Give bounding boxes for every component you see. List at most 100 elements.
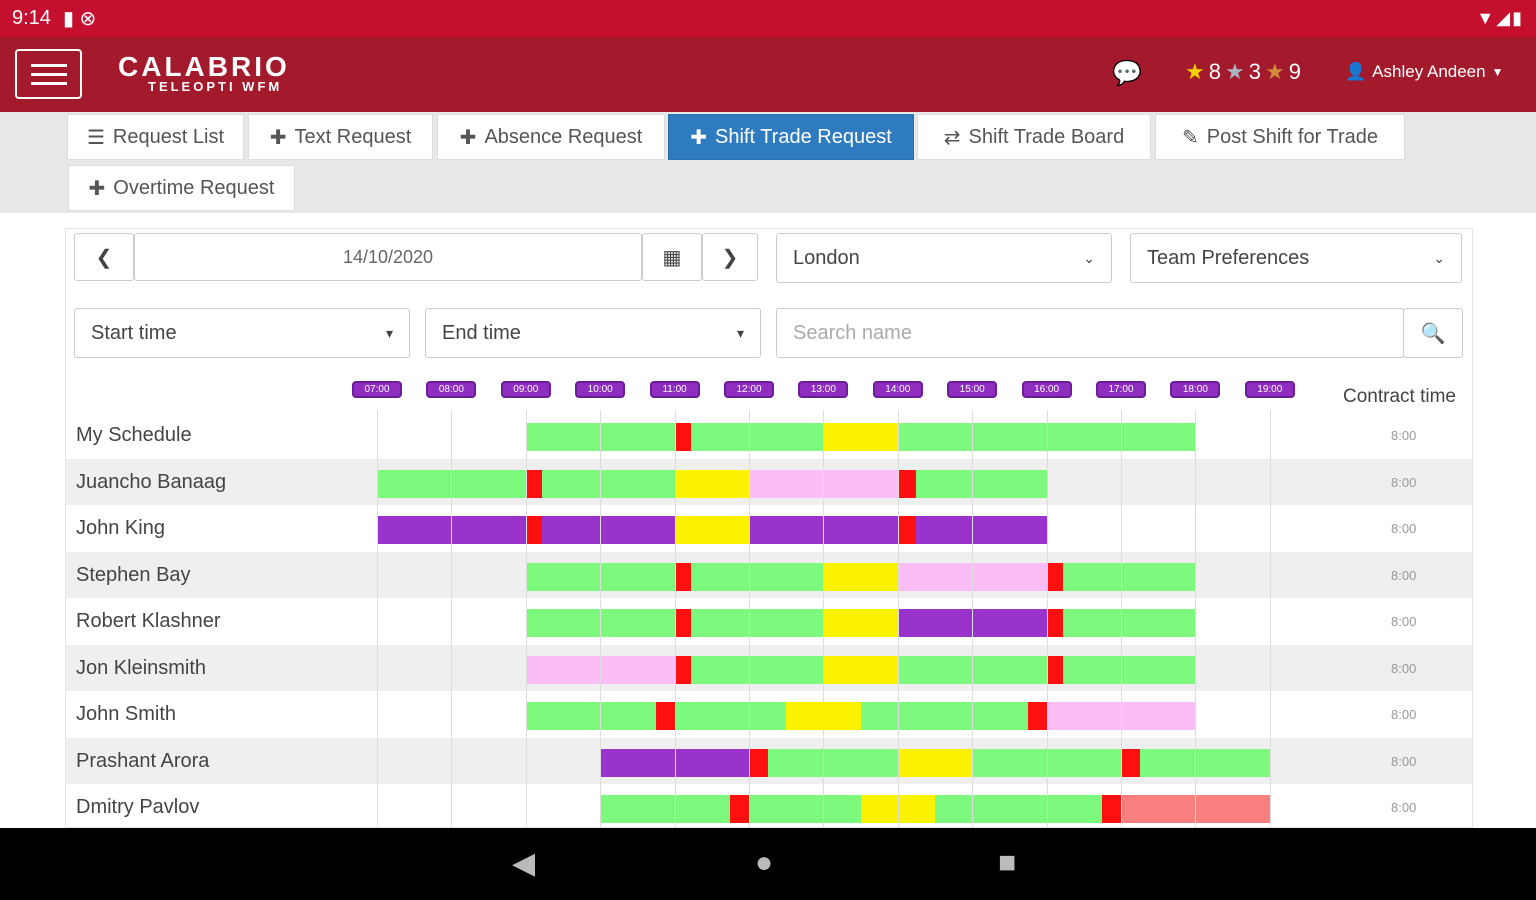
shift-trade-panel <box>65 228 1473 828</box>
rating-count: 9 <box>1288 59 1301 84</box>
caret-down-icon: ▼ <box>1491 65 1504 79</box>
shift-segment <box>786 702 861 730</box>
shift-segment <box>897 516 917 544</box>
hour-gridline <box>1195 410 1197 830</box>
start-time-select[interactable]: Start time ▾ <box>74 308 410 358</box>
shift-segment <box>1062 655 1196 684</box>
shift-segment <box>674 562 691 591</box>
chevron-down-icon: ⌄ <box>1433 249 1445 266</box>
schedule-row[interactable]: John King 8:00 <box>66 505 1472 551</box>
shift-segment <box>935 795 1103 823</box>
shift-segment <box>823 562 898 591</box>
shift-segment <box>730 795 749 823</box>
shift-segment <box>674 423 691 451</box>
tab-icon: ✚ <box>269 126 287 149</box>
user-menu[interactable]: 👤 Ashley Andeen ▼ <box>1345 62 1503 82</box>
shift-segment <box>690 423 824 451</box>
tab-text-request[interactable]: ✚ Text Request <box>248 114 433 160</box>
schedule-row[interactable]: Stephen Bay 8:00 <box>66 551 1472 598</box>
tab-label: Request List <box>112 125 225 148</box>
schedule-row[interactable]: John Smith 8:00 <box>66 691 1472 737</box>
menu-button[interactable] <box>15 49 82 99</box>
search-icon: 🔍 <box>1420 322 1446 345</box>
shift-segment <box>690 655 824 684</box>
shift-segment <box>525 516 543 544</box>
shift-segment <box>1046 702 1196 730</box>
shift-segment <box>916 516 1047 544</box>
agent-name: Juancho Banaag <box>76 470 227 493</box>
hour-gridline <box>1269 410 1271 830</box>
star-icon: ★ <box>1264 59 1285 84</box>
user-icon: 👤 <box>1345 62 1367 81</box>
schedule-row[interactable]: Jon Kleinsmith 8:00 <box>66 644 1472 691</box>
agent-name: John King <box>76 517 165 539</box>
chevron-down-icon: ⌄ <box>1083 249 1095 266</box>
hour-label: 10:00 <box>575 381 626 398</box>
agent-name: Stephen Bay <box>76 563 191 586</box>
date-input[interactable]: 14/10/2020 <box>134 233 642 281</box>
tab-request-list[interactable]: ☰ Request List <box>67 114 244 160</box>
tab-shift-trade-board[interactable]: ⇄ Shift Trade Board <box>917 114 1151 160</box>
tab-absence-request[interactable]: ✚ Absence Request <box>437 114 665 160</box>
hour-label: 12:00 <box>724 381 774 398</box>
calendar-icon[interactable]: ▦ <box>642 233 702 281</box>
agent-name: My Schedule <box>76 424 192 446</box>
schedule-row[interactable]: My Schedule 8:00 <box>66 412 1472 458</box>
system-icons: ▼◢▮ <box>1476 8 1524 28</box>
shift-segment <box>1046 609 1063 637</box>
team-select[interactable]: Team Preferences ⌄ <box>1130 233 1462 283</box>
tab-icon: ⇄ <box>943 126 961 149</box>
shift-segment <box>674 609 691 637</box>
site-select[interactable]: London ⌄ <box>776 233 1112 283</box>
shift-segment <box>525 702 656 730</box>
shift-segment <box>1062 562 1196 591</box>
android-nav-bar: ◀ ● ■ <box>0 828 1536 900</box>
shift-segment <box>916 469 1047 498</box>
caret-down-icon: ▾ <box>736 324 744 341</box>
next-day-button[interactable]: ❯ <box>702 233 758 281</box>
status-bar: 9:14 ▮ ⊗ ▼◢▮ <box>0 0 1536 37</box>
hour-gridline <box>1121 410 1122 830</box>
hour-gridline <box>451 410 453 830</box>
chat-icon[interactable]: 💬 <box>1112 60 1142 87</box>
shift-segment <box>823 423 898 451</box>
home-button[interactable]: ● <box>755 846 774 879</box>
schedule-row[interactable]: Prashant Arora 8:00 <box>66 737 1472 784</box>
prev-day-button[interactable]: ❮ <box>74 233 134 281</box>
shift-segment <box>542 469 675 498</box>
tab-shift-trade-request[interactable]: ✚ Shift Trade Request <box>668 114 914 160</box>
notification-icons: ▮ ⊗ <box>62 8 97 30</box>
hour-label: 15:00 <box>947 381 998 398</box>
schedule-row[interactable]: Robert Klashner 8:00 <box>66 598 1472 644</box>
agent-name: John Smith <box>76 703 177 725</box>
shift-segment <box>674 655 691 684</box>
tab-icon: ☰ <box>86 126 105 149</box>
user-name: Ashley Andeen <box>1372 62 1486 81</box>
search-button[interactable]: 🔍 <box>1403 308 1463 358</box>
shift-segment <box>1139 748 1270 777</box>
tab-label: Overtime Request <box>113 176 275 199</box>
contract-time: 8:00 <box>1391 567 1417 583</box>
shift-segment <box>823 655 898 684</box>
app-header: CALABRIO TELEOPTI WFM 💬 ★ 8 ★ 3 ★ 9 👤 Ashley An… <box>0 37 1536 112</box>
rating-count: 8 <box>1208 59 1221 84</box>
hour-gridline <box>377 410 378 830</box>
caret-down-icon: ▾ <box>385 324 393 341</box>
ratings: ★ 8 ★ 3 ★ 9 <box>1185 59 1301 85</box>
agent-name: Robert Klashner <box>76 610 221 632</box>
tab-overtime-request[interactable]: ✚ Overtime Request <box>68 165 295 211</box>
search-input[interactable]: Search name <box>776 308 1404 358</box>
tab-post-shift-for-trade[interactable]: ✎ Post Shift for Trade <box>1155 114 1405 160</box>
shift-segment <box>674 469 749 498</box>
schedule-row[interactable]: Dmitry Pavlov 8:00 <box>66 784 1472 830</box>
back-button[interactable]: ◀ <box>512 847 536 880</box>
hour-gridline <box>749 410 750 830</box>
shift-segment <box>1102 795 1121 823</box>
hour-label: 13:00 <box>798 381 849 398</box>
schedule-row[interactable]: Juancho Banaag 8:00 <box>66 458 1472 505</box>
hour-label: 11:00 <box>649 381 700 398</box>
team-value: Team Preferences <box>1147 246 1310 269</box>
end-time-select[interactable]: End time ▾ <box>425 308 761 358</box>
shift-segment <box>690 609 824 637</box>
recents-button[interactable]: ■ <box>998 846 1017 879</box>
